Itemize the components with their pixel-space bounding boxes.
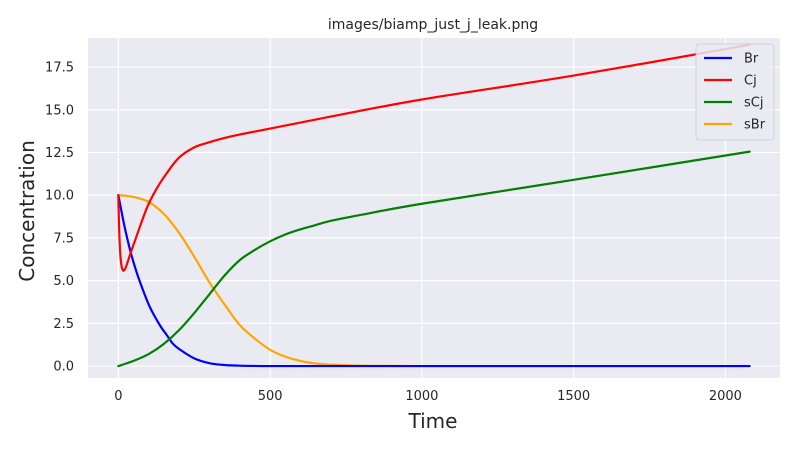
y-tick-label: 17.5 bbox=[45, 61, 74, 76]
x-axis-label: Time bbox=[408, 409, 458, 433]
series-line-scj bbox=[117, 150, 751, 368]
legend-label-scj: sCj bbox=[744, 96, 763, 111]
legend-label-cj: Cj bbox=[744, 74, 757, 89]
chart-title: images/biamp_just_j_leak.png bbox=[328, 17, 538, 33]
grid-lines bbox=[88, 38, 780, 378]
y-tick-label: 5.0 bbox=[53, 274, 74, 289]
y-tick-label: 15.0 bbox=[45, 103, 74, 118]
legend-label-sbr: sBr bbox=[744, 118, 766, 133]
series-lines bbox=[117, 43, 751, 368]
legend-label-br: Br bbox=[744, 52, 759, 67]
y-tick-label: 7.5 bbox=[53, 231, 74, 246]
x-tick-label: 0 bbox=[114, 389, 122, 404]
y-tick-label: 2.5 bbox=[53, 317, 74, 332]
y-tick-label: 0.0 bbox=[53, 360, 74, 375]
legend: Br Cj sCj sBr bbox=[695, 43, 775, 141]
x-tick-label: 500 bbox=[258, 389, 283, 404]
y-tick-label: 12.5 bbox=[45, 146, 74, 161]
x-tick-label: 1000 bbox=[405, 389, 438, 404]
x-tick-label: 1500 bbox=[557, 389, 590, 404]
x-tick-label: 2000 bbox=[709, 389, 742, 404]
legend-box bbox=[695, 43, 775, 141]
series-line-cj bbox=[117, 43, 751, 272]
plot-area bbox=[88, 38, 780, 378]
y-axis-label: Concentration bbox=[15, 140, 39, 281]
series-line-br bbox=[117, 194, 751, 368]
x-tick-labels: 0 500 1000 1500 2000 bbox=[114, 389, 742, 404]
y-tick-label: 10.0 bbox=[45, 189, 74, 204]
y-tick-labels: 0.0 2.5 5.0 7.5 10.0 12.5 15.0 17.5 bbox=[45, 61, 74, 375]
